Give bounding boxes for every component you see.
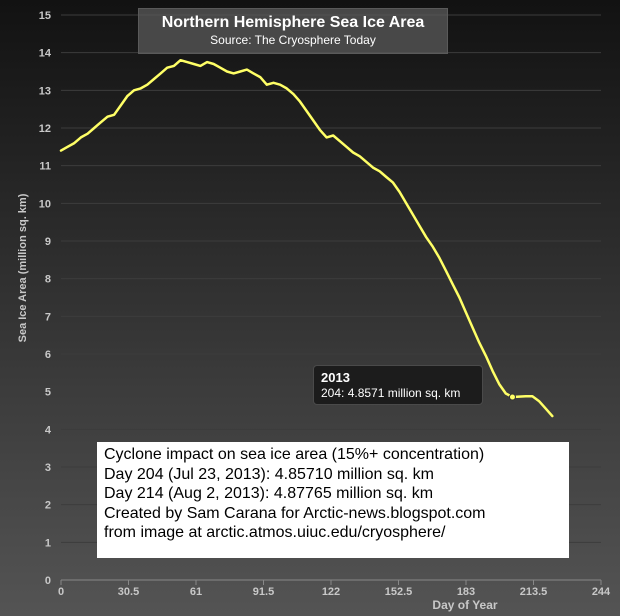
y-tick-label: 8 <box>45 274 51 286</box>
y-tick-label: 4 <box>45 424 52 436</box>
x-tick-label: 183 <box>457 586 475 598</box>
x-tick-label: 152.5 <box>385 586 413 598</box>
y-tick-label: 9 <box>45 236 51 248</box>
annotation-line: Day 214 (Aug 2, 2013): 4.87765 million s… <box>104 485 434 502</box>
y-tick-label: 10 <box>39 198 51 210</box>
annotation-line: Created by Sam Carana for Arctic-news.bl… <box>104 504 486 522</box>
annotation-line: from image at arctic.atmos.uiuc.edu/cryo… <box>104 524 446 541</box>
y-tick-label: 7 <box>45 311 51 323</box>
chart-title: Northern Hemisphere Sea Ice Area <box>161 14 425 31</box>
x-tick-label: 91.5 <box>253 586 274 598</box>
x-axis-label: Day of Year <box>432 598 498 612</box>
data-tooltip: 2013 204: 4.8571 million sq. km <box>313 365 483 405</box>
y-tick-label: 15 <box>39 10 51 22</box>
tooltip-value: 204: 4.8571 million sq. km <box>321 386 461 400</box>
series-line-2013 <box>59 58 554 418</box>
y-tick-label: 5 <box>45 387 51 399</box>
y-tick-label: 6 <box>45 349 51 361</box>
x-tick-label: 61 <box>190 586 202 598</box>
y-tick-label: 14 <box>39 48 52 60</box>
y-tick-label: 1 <box>45 537 51 549</box>
y-tick-label: 13 <box>39 85 51 97</box>
tooltip-series: 2013 <box>321 370 350 385</box>
y-tick-label: 12 <box>39 123 51 135</box>
y-axis-label: Sea Ice Area (million sq. km) <box>17 193 29 343</box>
x-tick-label: 30.5 <box>118 586 139 598</box>
chart-subtitle: Source: The Cryosphere Today <box>210 33 376 47</box>
chart-title-box: Northern Hemisphere Sea Ice Area Source:… <box>138 8 448 54</box>
x-tick-label: 213.5 <box>520 586 548 598</box>
x-tick-label: 0 <box>58 586 64 598</box>
highlight-point <box>508 393 516 401</box>
annotation-box: Cyclone impact on sea ice area (15%+ con… <box>97 442 569 558</box>
annotation-line: Cyclone impact on sea ice area (15%+ con… <box>104 446 485 463</box>
y-tick-label: 2 <box>45 500 51 512</box>
y-tick-label: 3 <box>45 462 51 474</box>
x-tick-label: 244 <box>592 586 611 598</box>
y-tick-label: 11 <box>39 161 51 173</box>
x-tick-label: 122 <box>322 586 340 598</box>
annotation-line: Day 204 (Jul 23, 2013): 4.85710 million … <box>104 465 434 483</box>
y-tick-label: 0 <box>45 575 51 587</box>
